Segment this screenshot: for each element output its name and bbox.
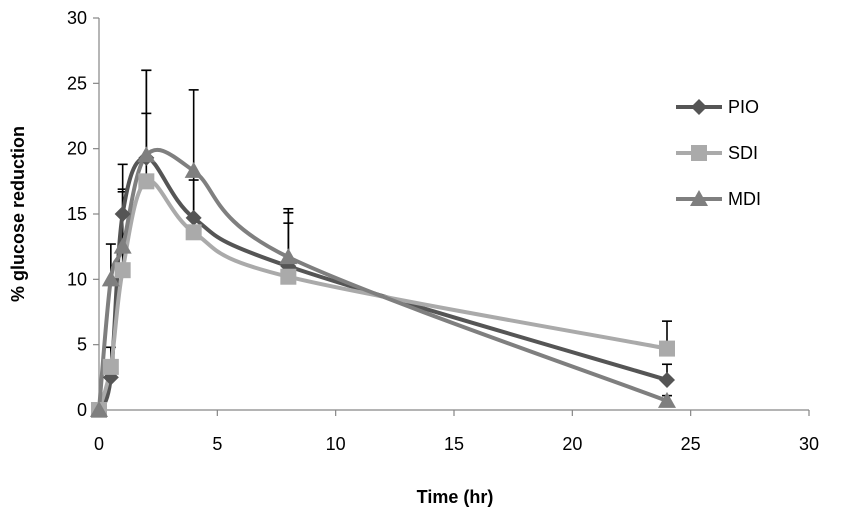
x-tick-label: 15 (444, 434, 464, 454)
data-point-sdi (114, 262, 131, 279)
error-bars (105, 69, 672, 401)
data-point-mdi (113, 237, 132, 254)
y-tick-label: 5 (77, 335, 87, 355)
data-point-mdi (279, 248, 298, 265)
axes (98, 18, 809, 411)
y-tick-label: 20 (67, 139, 87, 159)
data-point-sdi (138, 173, 155, 190)
x-tick-label: 0 (94, 434, 104, 454)
data-point-sdi (280, 268, 297, 285)
series-line-pio (97, 155, 668, 411)
legend-marker-mdi (690, 190, 708, 206)
series-lines (97, 147, 668, 411)
x-tick-label: 20 (562, 434, 582, 454)
series-markers (90, 146, 676, 418)
data-point-mdi (658, 391, 676, 408)
x-tick-label: 5 (212, 434, 222, 454)
data-point-sdi (185, 224, 202, 241)
y-tick-label: 0 (77, 400, 87, 420)
x-tick-label: 30 (799, 434, 819, 454)
x-tick-label: 25 (681, 434, 701, 454)
data-point-mdi (90, 401, 108, 417)
series-line-sdi (97, 178, 668, 411)
data-point-pio (185, 209, 202, 226)
y-tick-label: 25 (67, 73, 87, 93)
legend-label-mdi: MDI (728, 189, 761, 209)
y-tick-label: 30 (67, 8, 87, 28)
y-tick-label: 10 (67, 269, 87, 289)
x-tick-label: 10 (326, 434, 346, 454)
legend: PIO SDI MDI (676, 97, 761, 209)
legend-label-sdi: SDI (728, 143, 758, 163)
data-point-sdi (659, 340, 675, 357)
legend-marker-pio (691, 99, 707, 115)
legend-label-pio: PIO (728, 97, 759, 117)
data-point-pio (659, 371, 675, 388)
y-axis-title: % glucose reduction (8, 126, 28, 302)
legend-marker-sdi (691, 145, 707, 161)
data-point-sdi (102, 358, 119, 375)
data-point-pio (114, 206, 131, 222)
y-ticks: 0 5 10 15 20 25 30 (67, 8, 99, 420)
data-point-mdi (101, 270, 120, 287)
data-point-mdi (137, 146, 156, 163)
series-line-mdi (97, 147, 668, 411)
y-tick-label: 15 (67, 204, 87, 224)
x-axis-title: Time (hr) (417, 487, 494, 507)
x-ticks: 0 5 10 15 20 25 30 (94, 410, 819, 454)
data-point-mdi (184, 161, 203, 178)
